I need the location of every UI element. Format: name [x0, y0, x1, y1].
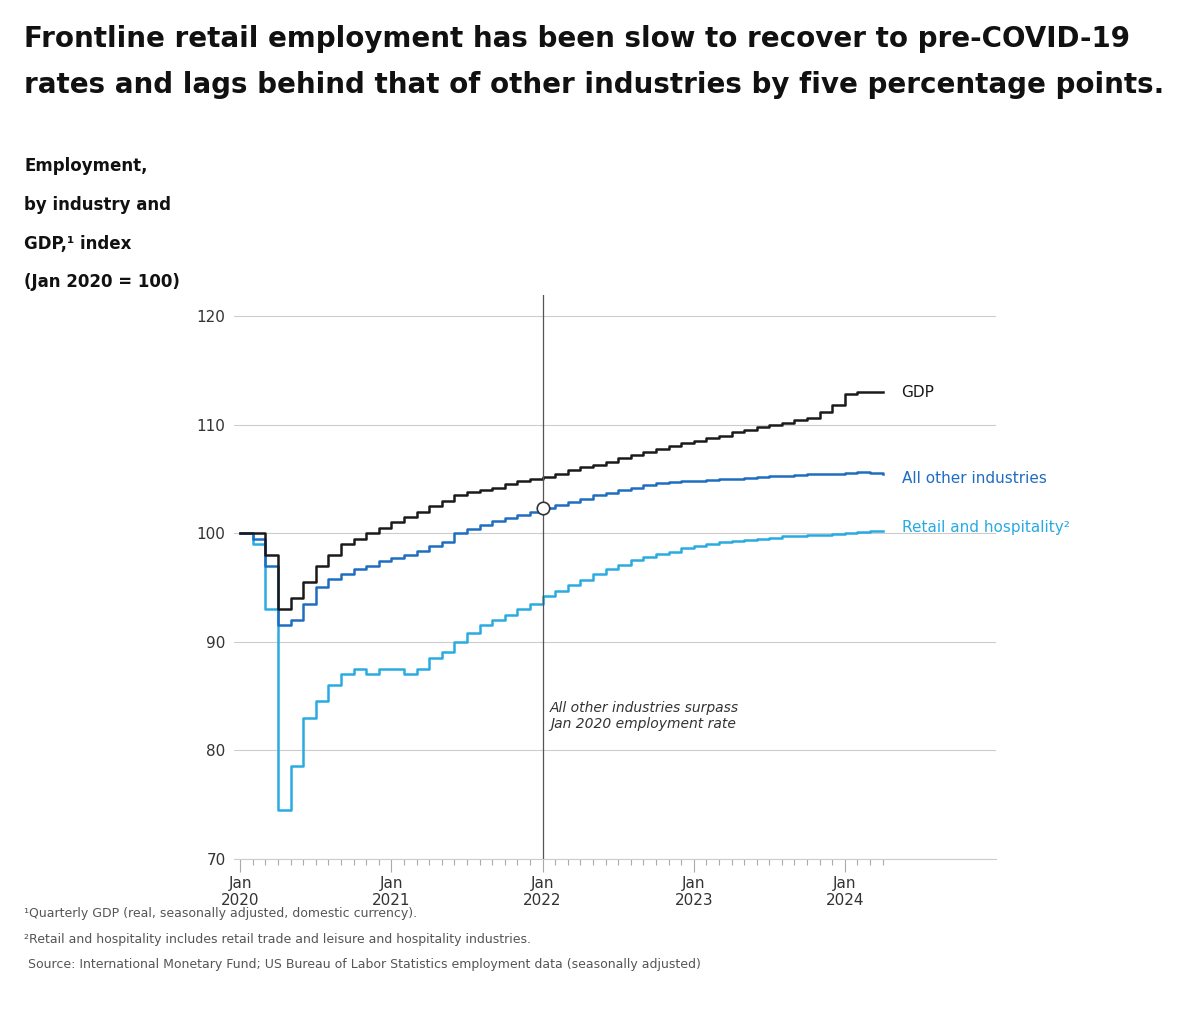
Text: rates and lags behind that of other industries by five percentage points.: rates and lags behind that of other indu…	[24, 71, 1164, 100]
Text: Retail and hospitality²: Retail and hospitality²	[901, 520, 1069, 535]
Text: ²Retail and hospitality includes retail trade and leisure and hospitality indust: ²Retail and hospitality includes retail …	[24, 933, 530, 946]
Text: All other industries surpass
Jan 2020 employment rate: All other industries surpass Jan 2020 em…	[550, 701, 739, 732]
Text: All other industries: All other industries	[901, 471, 1046, 487]
Text: ¹Quarterly GDP (real, seasonally adjusted, domestic currency).: ¹Quarterly GDP (real, seasonally adjuste…	[24, 907, 418, 920]
Text: GDP,¹ index: GDP,¹ index	[24, 235, 131, 253]
Text: (Jan 2020 = 100): (Jan 2020 = 100)	[24, 273, 180, 292]
Text: by industry and: by industry and	[24, 196, 172, 214]
Text: GDP: GDP	[901, 385, 935, 399]
Text: Employment,: Employment,	[24, 157, 148, 176]
Text: Source: International Monetary Fund; US Bureau of Labor Statistics employment da: Source: International Monetary Fund; US …	[24, 958, 701, 971]
Text: Frontline retail employment has been slow to recover to pre-COVID-19: Frontline retail employment has been slo…	[24, 25, 1130, 54]
